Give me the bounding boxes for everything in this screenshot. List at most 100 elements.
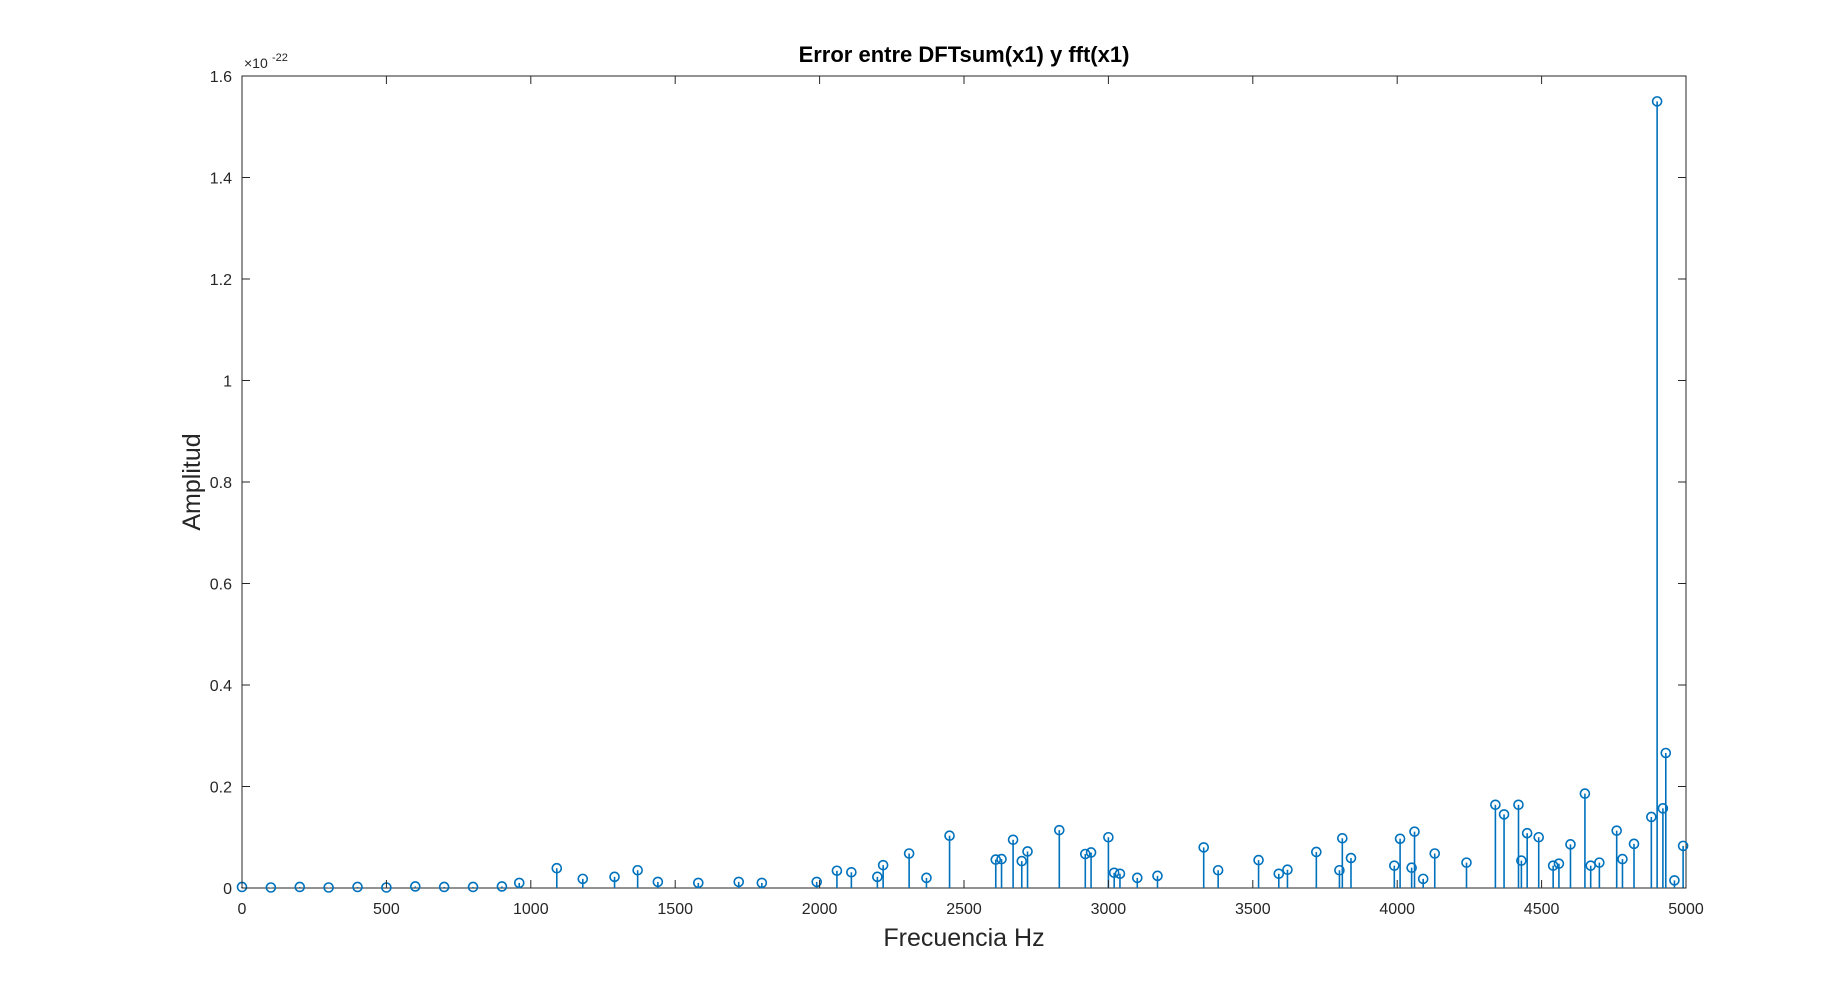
stem-marker	[1611, 825, 1622, 836]
y-axis-label: Amplitud	[178, 433, 206, 530]
stem-marker	[577, 873, 589, 885]
stem-marker	[996, 853, 1007, 865]
y-tick-label: 0	[223, 881, 232, 898]
y-axis-ticks: 0 0.2 0.4 0.6 0.8 1 1.2 1.4 1.6	[210, 69, 1686, 898]
stem-marker	[1334, 864, 1345, 876]
x-tick-label: 2500	[946, 901, 982, 918]
stem-marker	[467, 881, 479, 893]
stem-marker	[1054, 824, 1065, 836]
stem-marker	[265, 882, 277, 893]
stem-marker	[811, 876, 823, 888]
stem-marker	[1553, 858, 1565, 869]
stem-marker	[438, 881, 450, 893]
stem-marker	[1345, 852, 1357, 864]
y-tick-label: 1	[223, 374, 232, 391]
stem-marker	[1594, 857, 1605, 868]
stem-marker	[944, 830, 955, 842]
stem-marker	[872, 871, 883, 883]
x-tick-label: 3000	[1091, 901, 1127, 918]
stem-marker	[1660, 747, 1672, 759]
stem-marker	[1389, 860, 1400, 871]
stem-marker	[1016, 855, 1028, 867]
x-tick-label: 3500	[1235, 901, 1271, 918]
y-tick-label: 1.4	[210, 171, 232, 188]
stem-marker	[1198, 842, 1210, 853]
stem-marker	[1513, 799, 1524, 811]
stem-marker	[1490, 799, 1501, 811]
y-tick-label: 0.4	[210, 678, 232, 695]
stem-marker	[513, 877, 525, 889]
stem-marker	[652, 876, 664, 888]
stem-marker	[1131, 872, 1143, 884]
y-tick-label: 0.6	[210, 577, 232, 594]
stem-marker	[733, 876, 745, 888]
stem-marker	[1007, 834, 1019, 846]
stem-marker	[1547, 860, 1559, 871]
stem-marker	[632, 864, 643, 876]
stem-marker	[1516, 855, 1527, 866]
stem-marker	[1677, 840, 1689, 852]
y-tick-label: 0.8	[210, 475, 232, 492]
stem-marker	[1579, 788, 1591, 799]
y-exponent-value: -22	[272, 52, 288, 64]
stem-marker	[1311, 846, 1322, 858]
stem-marker	[352, 881, 363, 893]
stem-marker	[1669, 875, 1680, 886]
chart-title: Error entre DFTsum(x1) y fft(x1)	[799, 42, 1130, 67]
stem-marker	[1152, 870, 1163, 882]
x-axis-label: Frecuencia Hz	[883, 924, 1044, 952]
stem-marker	[294, 881, 306, 893]
stem-marker	[1429, 848, 1441, 859]
stem-marker	[990, 854, 1002, 865]
x-tick-label: 0	[238, 901, 247, 918]
stem-marker	[877, 859, 889, 871]
stem-marker	[1533, 831, 1545, 843]
stem-marker	[1212, 864, 1224, 876]
stem-marker	[323, 882, 334, 893]
x-axis-ticks: 0 500 1000 1500 2000 2500 3000 3500 4000 4500 5000	[238, 76, 1704, 918]
stem-marker	[1565, 839, 1576, 850]
stem-marker	[551, 862, 563, 874]
y-tick-label: 1.6	[210, 69, 232, 86]
stem-marker	[609, 871, 620, 883]
stem-marker	[409, 881, 421, 892]
stem-marker	[846, 866, 857, 878]
stem-marker	[1394, 833, 1406, 845]
stem-marker	[1114, 868, 1126, 880]
stem-marker	[1657, 803, 1669, 814]
stem-marker	[693, 877, 704, 889]
stem-marker	[1628, 838, 1640, 850]
stem-marker	[1337, 832, 1348, 844]
x-tick-label: 1000	[513, 901, 549, 918]
stem-marker	[1085, 847, 1097, 858]
stem-marker	[1498, 809, 1510, 820]
stem-marker	[831, 865, 843, 877]
x-tick-label: 1500	[657, 901, 693, 918]
y-tick-label: 1.2	[210, 272, 232, 289]
stem-marker	[756, 877, 768, 889]
x-tick-label: 500	[373, 901, 400, 918]
stem-marker	[1646, 811, 1657, 823]
x-tick-label: 4500	[1524, 901, 1560, 918]
stem-marker	[1022, 846, 1033, 857]
stem-marker	[1282, 864, 1293, 876]
stem-marker	[1521, 827, 1533, 839]
stem-marker	[1406, 862, 1417, 874]
y-tick-label: 0.2	[210, 780, 232, 797]
stem-marker	[1409, 826, 1420, 837]
stem-marker	[1461, 857, 1472, 868]
stem-marker	[1253, 854, 1264, 866]
stem-marker	[921, 872, 932, 884]
y-exponent: ×10 -22	[244, 52, 288, 71]
stem-marker	[1273, 868, 1285, 880]
plot-area: 0 500 1000 1500 2000 2500 3000 3500 4000 4500 5000…	[210, 69, 1704, 918]
stem-marker	[1108, 867, 1120, 879]
stem-marker	[903, 848, 915, 859]
y-exponent-prefix: ×10	[244, 55, 268, 71]
stem-marker	[1079, 848, 1091, 860]
stem-marker	[1103, 831, 1114, 843]
stem-marker	[1617, 853, 1628, 865]
stem-marker	[1651, 96, 1663, 107]
axes-box	[241, 75, 1687, 889]
